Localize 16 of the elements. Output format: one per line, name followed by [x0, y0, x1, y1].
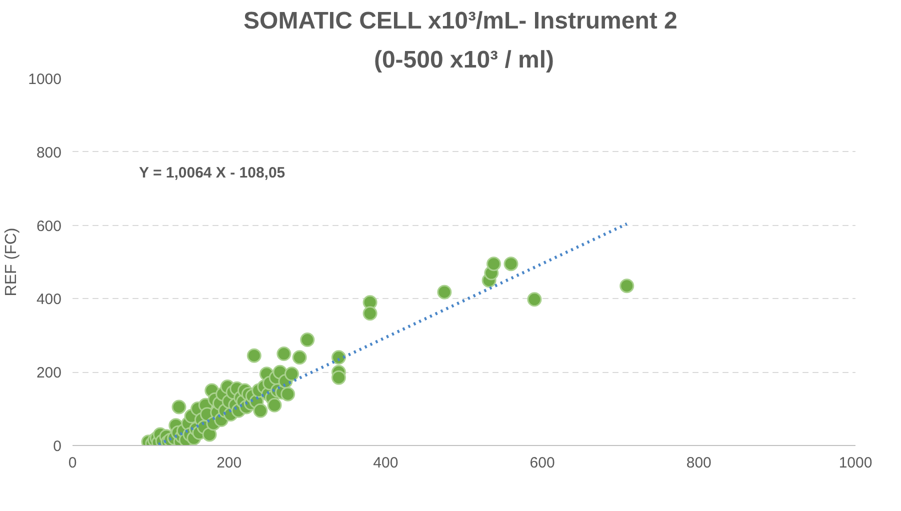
x-tick-label: 1000 [838, 454, 872, 472]
x-tick-label: 800 [686, 454, 712, 472]
x-tick-label: 200 [216, 454, 242, 472]
annotation: Y = 1,0064 X - 108,05 [139, 164, 286, 182]
y-axis-title: REF (FC) [3, 228, 20, 296]
y-tick-label: 0 [53, 438, 62, 455]
y-tick-label: 400 [36, 291, 62, 308]
x-tick-label: 400 [373, 454, 398, 472]
y-tick-label: 200 [36, 364, 62, 382]
y-tick-label: 600 [36, 218, 62, 235]
chart-subtitle: (0-500 x10³ / ml) [374, 46, 554, 74]
y-tick-label: 1000 [28, 71, 62, 88]
chart-title: SOMATIC CELL x10³/mL- Instrument 2 [244, 8, 678, 34]
x-tick-label: 0 [68, 454, 77, 472]
x-tick-label: 600 [530, 454, 555, 472]
y-tick-label: 800 [36, 144, 62, 162]
